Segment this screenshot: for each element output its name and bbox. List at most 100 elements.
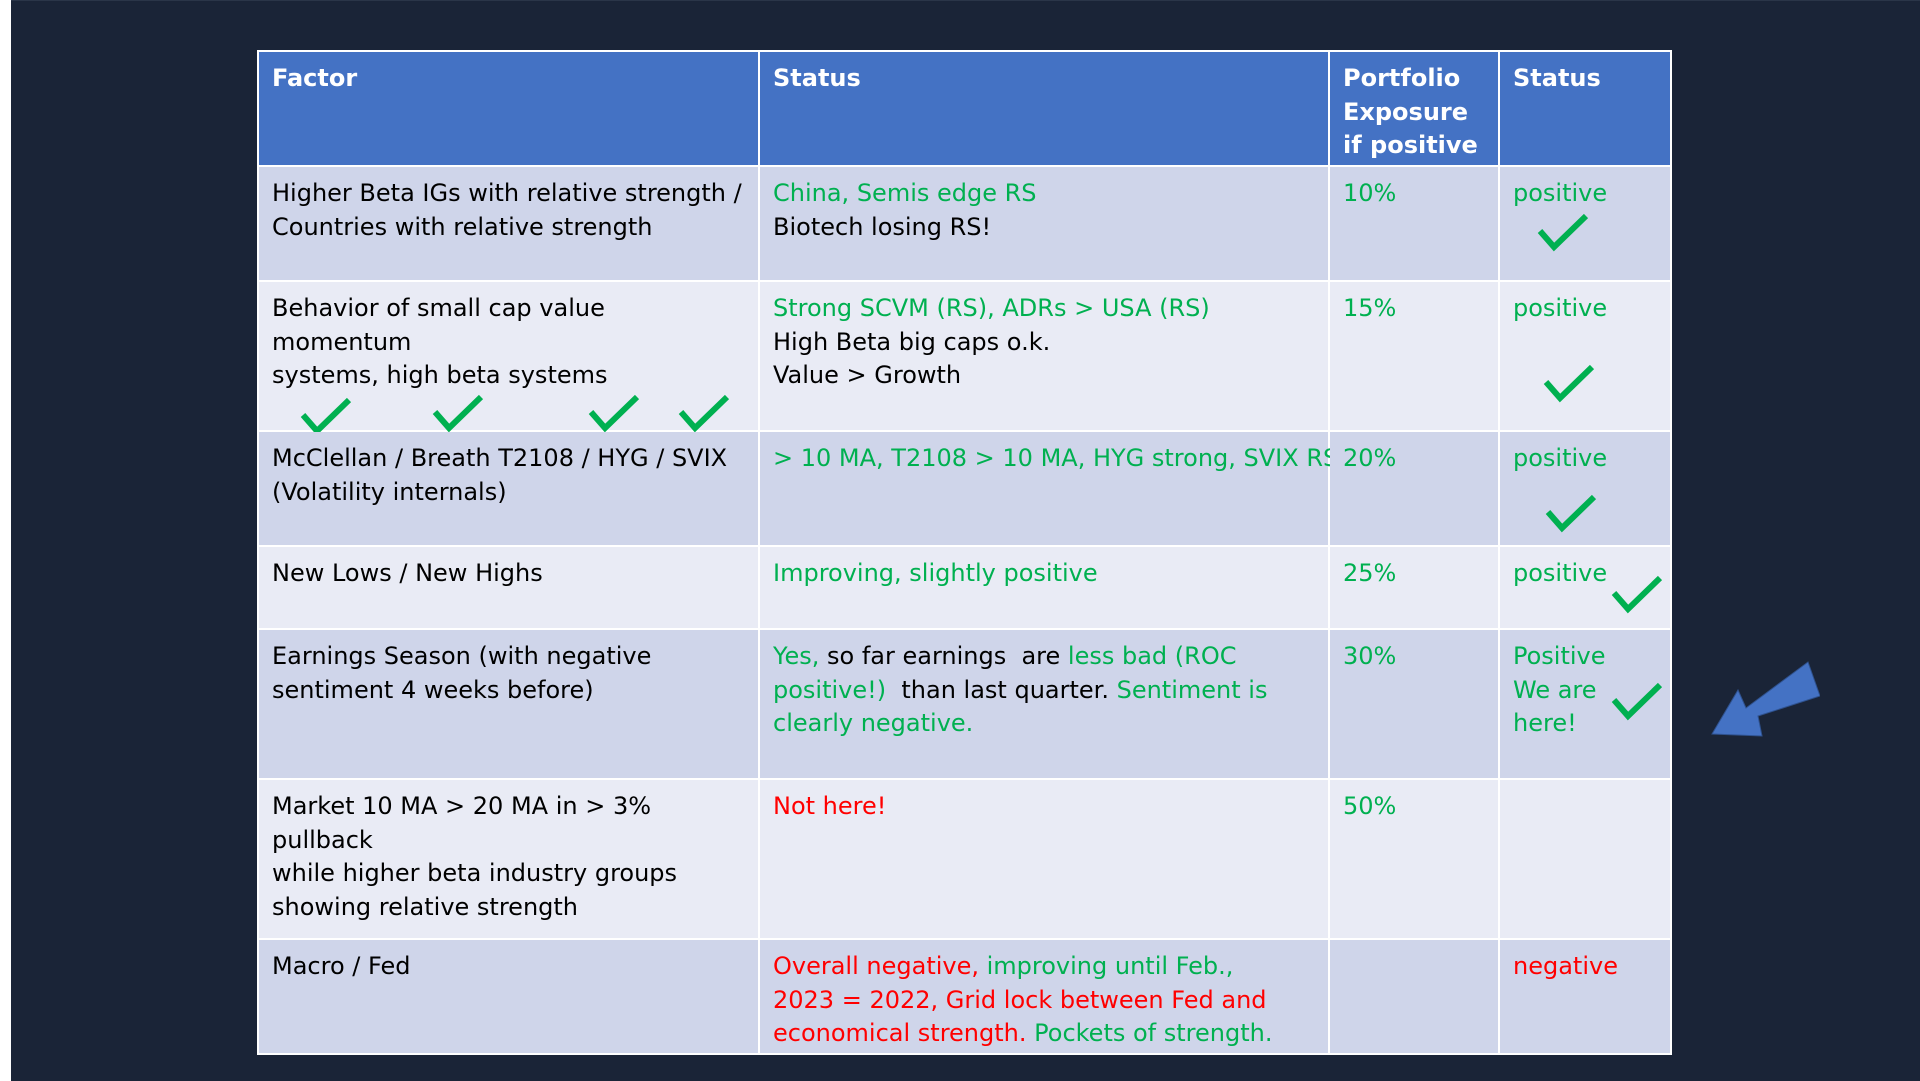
result-text: negative xyxy=(1513,952,1618,980)
status-cell: Overall negative, improving until Feb., 2… xyxy=(758,938,1330,1055)
check-icon xyxy=(1610,680,1664,722)
factor-text: Macro / Fed xyxy=(272,952,411,980)
status-text: Pockets of strength. xyxy=(1034,1019,1273,1047)
exposure-cell: 50% xyxy=(1328,778,1500,940)
status-text: than last quarter. xyxy=(886,675,1117,704)
factor-text: Behavior of small cap value momentum xyxy=(272,294,605,356)
table-row: Market 10 MA > 20 MA in > 3% pullback whi… xyxy=(257,778,1672,940)
result-cell: positive xyxy=(1498,545,1672,630)
factor-cell: Macro / Fed xyxy=(257,938,760,1055)
status-text: Strong SCVM (RS), ADRs > USA (RS) xyxy=(773,294,1210,322)
header-status: Status xyxy=(758,50,1330,167)
status-cell: Not here! xyxy=(758,778,1330,940)
check-icon xyxy=(1542,362,1596,404)
status-text: Sentiment is xyxy=(1116,675,1268,704)
table-row: Higher Beta IGs with relative strength /… xyxy=(257,165,1672,282)
status-line: clearly negative. xyxy=(773,707,1315,741)
result-text: positive xyxy=(1513,444,1608,472)
status-cell: Strong SCVM (RS), ADRs > USA (RS) High Be… xyxy=(758,280,1330,432)
factor-cell: Market 10 MA > 20 MA in > 3% pullback whi… xyxy=(257,778,760,940)
status-text: 2023 = 2022, Grid lock between Fed and xyxy=(773,985,1267,1014)
header-exposure: Portfolio Exposure if positive xyxy=(1328,50,1500,167)
factor-text: Countries with relative strength xyxy=(272,212,653,241)
status-line: 2023 = 2022, Grid lock between Fed and xyxy=(773,984,1315,1018)
factor-cell: Earnings Season (with negative sentiment … xyxy=(257,628,760,780)
factor-cell: Higher Beta IGs with relative strength /… xyxy=(257,165,760,282)
status-text: Value > Growth xyxy=(773,361,962,389)
status-line: China, Semis edge RS xyxy=(773,177,1315,211)
status-line: Improving, slightly positive xyxy=(773,557,1315,591)
factor-cell: New Lows / New Highs xyxy=(257,545,760,630)
exposure-cell xyxy=(1328,938,1500,1055)
status-text: China, Semis edge RS xyxy=(773,179,1037,207)
status-cell: Improving, slightly positive xyxy=(758,545,1330,630)
check-icon xyxy=(431,392,485,434)
check-icon xyxy=(1536,211,1590,253)
result-text: here! xyxy=(1513,709,1577,737)
status-text: Biotech losing RS! xyxy=(773,212,992,241)
factor-text: McClellan / Breath T2108 / HYG / SVIX xyxy=(272,444,728,472)
header-result: Status xyxy=(1498,50,1672,167)
result-text: positive xyxy=(1513,559,1608,587)
status-line: Strong SCVM (RS), ADRs > USA (RS) xyxy=(773,292,1315,326)
result-cell: positive xyxy=(1498,430,1672,547)
factor-text: systems, high beta systems xyxy=(272,361,608,389)
exposure-cell: 30% xyxy=(1328,628,1500,780)
status-line: > 10 MA, T2108 > 10 MA, HYG strong, SVIX… xyxy=(773,442,1338,476)
status-text: Not here! xyxy=(773,792,887,820)
status-text: Yes, xyxy=(773,642,827,670)
result-text: positive xyxy=(1513,294,1608,322)
table-row: McClellan / Breath T2108 / HYG / SVIX (Vo… xyxy=(257,430,1672,547)
status-line: Value > Growth xyxy=(773,359,1315,393)
status-line: Yes, so far earnings are less bad (ROC xyxy=(773,640,1315,674)
status-line: Not here! xyxy=(773,790,1315,824)
check-icon xyxy=(677,392,731,434)
table-header-row: Factor Status Portfolio Exposure if posi… xyxy=(257,50,1672,167)
status-text: High Beta big caps o.k. xyxy=(773,327,1051,356)
exposure-cell: 15% xyxy=(1328,280,1500,432)
result-text: Positive xyxy=(1513,642,1606,670)
result-cell: positive xyxy=(1498,280,1672,432)
factor-text: Market 10 MA > 20 MA in > 3% pullback xyxy=(272,792,652,854)
status-text: Overall negative, xyxy=(773,952,987,980)
result-cell xyxy=(1498,778,1672,940)
status-line: economical strength. Pockets of strength… xyxy=(773,1017,1315,1051)
factor-text: New Lows / New Highs xyxy=(272,559,543,587)
status-text: clearly negative. xyxy=(773,709,974,737)
status-line: Biotech losing RS! xyxy=(773,211,1315,245)
exposure-cell: 20% xyxy=(1328,430,1500,547)
arrow-pointer-icon xyxy=(1711,661,1820,737)
status-text: Improving, slightly positive xyxy=(773,559,1098,587)
table-row: Behavior of small cap value momentum syst… xyxy=(257,280,1672,436)
factor-text: (Volatility internals) xyxy=(272,477,507,506)
result-text: positive xyxy=(1513,179,1608,207)
status-text: > 10 MA, T2108 > 10 MA, HYG strong, SVIX… xyxy=(773,444,1339,472)
status-text: improving until Feb., xyxy=(986,952,1234,980)
result-cell: negative xyxy=(1498,938,1672,1055)
status-text: so far earnings are xyxy=(827,642,1068,670)
exposure-cell: 10% xyxy=(1328,165,1500,282)
check-icon xyxy=(1610,573,1664,615)
factor-text: Higher Beta IGs with relative strength / xyxy=(272,179,742,207)
table-row: Macro / Fed Overall negative, improving u… xyxy=(257,938,1672,1055)
result-cell: Positive We are here! xyxy=(1498,628,1672,780)
exposure-cell: 25% xyxy=(1328,545,1500,630)
status-cell: Yes, so far earnings are less bad (ROC po… xyxy=(758,628,1330,780)
status-line: Overall negative, improving until Feb., xyxy=(773,950,1315,984)
check-icon xyxy=(587,392,641,434)
factor-text: Earnings Season (with negative xyxy=(272,642,652,670)
status-line: positive!) than last quarter. Sentiment … xyxy=(773,674,1315,708)
factor-text: while higher beta industry groups xyxy=(272,859,678,887)
factor-cell: McClellan / Breath T2108 / HYG / SVIX (Vo… xyxy=(257,430,760,547)
status-line: High Beta big caps o.k. xyxy=(773,326,1315,360)
factor-text: showing relative strength xyxy=(272,892,579,921)
result-cell: positive xyxy=(1498,165,1672,282)
header-factor: Factor xyxy=(257,50,760,167)
status-text: less bad (ROC xyxy=(1067,642,1237,670)
status-text: economical strength. xyxy=(773,1019,1035,1047)
factor-cell: Behavior of small cap value momentum syst… xyxy=(257,280,760,436)
status-text: positive!) xyxy=(773,675,887,704)
status-cell: China, Semis edge RS Biotech losing RS! xyxy=(758,165,1330,282)
factor-text: sentiment 4 weeks before) xyxy=(272,675,594,704)
table-row: Earnings Season (with negative sentiment … xyxy=(257,628,1672,780)
